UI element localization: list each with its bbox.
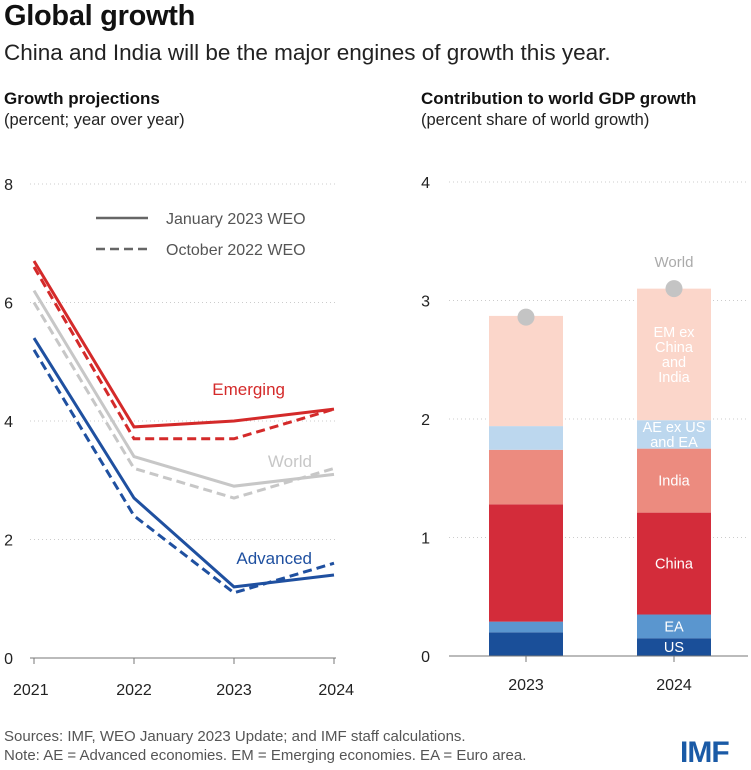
left-y-tick-label: 2 — [4, 533, 13, 550]
left-y-tick-label: 8 — [4, 177, 13, 194]
left-x-tick-label: 2024 — [318, 682, 354, 699]
line-advanced-dashed — [32, 349, 335, 595]
bar-segment-em-ex-china-and-india-2023 — [489, 315, 563, 427]
segment-label-em-ex-china-and-india: EM ex China and India — [653, 325, 695, 386]
segment-label-ea: EA — [664, 619, 684, 635]
right-x-tick-label: 2024 — [656, 677, 692, 694]
bar-segment-ea-2023 — [489, 621, 563, 633]
line-world-solid — [32, 289, 335, 488]
sources-note: Sources: IMF, WEO January 2023 Update; a… — [4, 728, 466, 745]
bar-segment-china-2023 — [489, 504, 563, 622]
left-y-tick-label: 0 — [4, 651, 13, 668]
world-dot-2024 — [665, 280, 683, 298]
right-chart-title: Contribution to world GDP growth — [421, 89, 697, 108]
bar-segment-ae-ex-us-and-ea-2023 — [489, 426, 563, 450]
left-x-tick-label: 2022 — [116, 682, 152, 699]
imf-logo: IMF — [680, 736, 730, 769]
right-y-tick-label: 3 — [421, 294, 430, 311]
page-subtitle: China and India will be the major engine… — [4, 40, 611, 65]
segment-label-china: China — [655, 557, 694, 573]
right-y-tick-label: 0 — [421, 649, 430, 666]
world-dot-2023 — [517, 308, 535, 326]
bar-segment-ae-ex-us-and-ea-2024 — [637, 420, 711, 449]
bar-segment-em-ex-china-and-india-2024 — [637, 288, 711, 421]
line-emerging-dashed — [32, 266, 335, 441]
left-x-tick-label: 2023 — [216, 682, 252, 699]
bar-segment-ea-2024 — [637, 614, 711, 639]
right-x-tick-label: 2023 — [508, 677, 544, 694]
bar-segment-us-2024 — [637, 638, 711, 656]
abbreviation-note: Note: AE = Advanced economies. EM = Emer… — [4, 747, 527, 764]
bar-segment-china-2024 — [637, 512, 711, 615]
page-title: Global growth — [4, 0, 196, 32]
line-emerging-solid — [32, 260, 335, 429]
line-advanced-solid — [32, 337, 335, 589]
left-y-tick-label: 6 — [4, 296, 13, 313]
right-y-tick-label: 4 — [421, 175, 430, 192]
legend-dashed-label: October 2022 WEO — [166, 242, 306, 259]
legend-solid-label: January 2023 WEO — [166, 211, 306, 228]
segment-label-india: India — [658, 474, 690, 490]
series-label-world: World — [268, 452, 312, 471]
left-y-tick-label: 4 — [4, 414, 13, 431]
segment-label-ae-ex-us-and-ea: AE ex US and EA — [643, 420, 706, 451]
segment-label-us: US — [664, 640, 684, 656]
left-x-tick-label: 2021 — [13, 682, 49, 699]
series-label-emerging: Emerging — [212, 380, 285, 399]
right-chart-subtitle: (percent share of world growth) — [421, 111, 650, 129]
left-chart-title: Growth projections — [4, 89, 160, 108]
right-y-tick-label: 1 — [421, 531, 430, 548]
series-label-advanced: Advanced — [236, 549, 312, 568]
right-y-tick-label: 2 — [421, 412, 430, 429]
bar-segment-india-2023 — [489, 449, 563, 505]
line-world-dashed — [32, 301, 335, 500]
bar-segment-us-2023 — [489, 632, 563, 656]
bar-segment-india-2024 — [637, 448, 711, 513]
world-dot-label: World — [655, 254, 694, 271]
left-chart-subtitle: (percent; year over year) — [4, 111, 185, 129]
